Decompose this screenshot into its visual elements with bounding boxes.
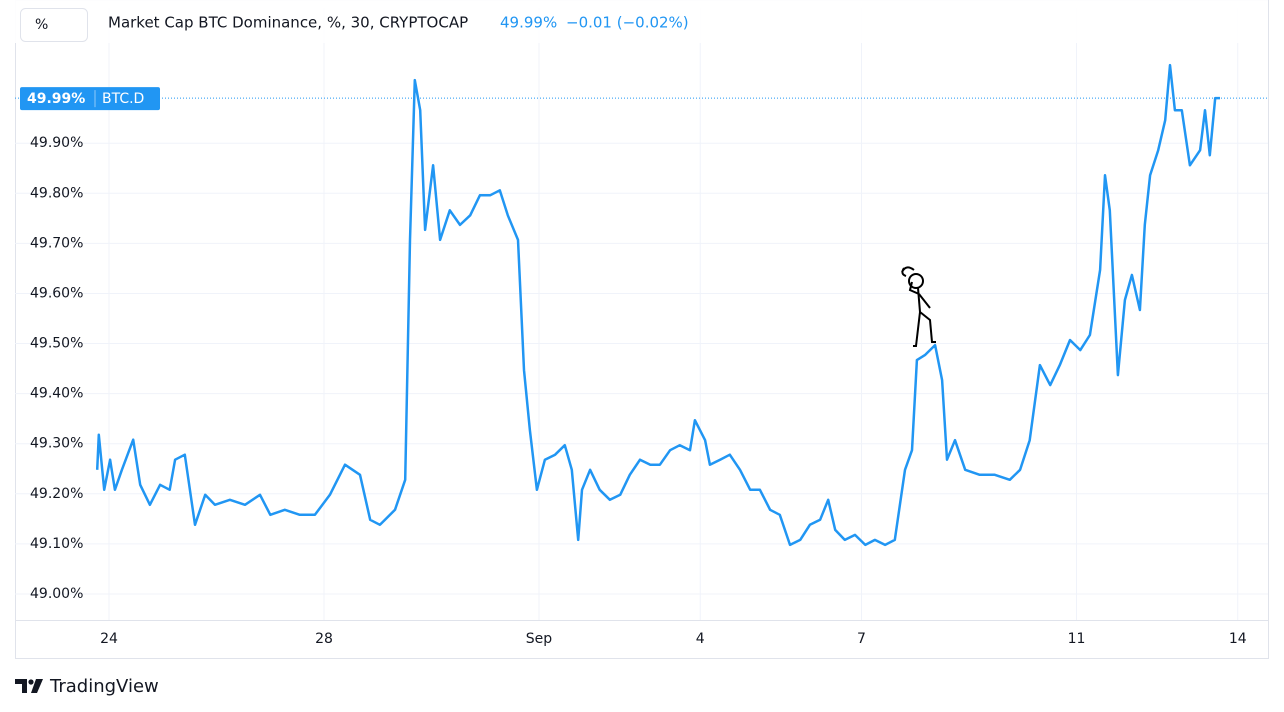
y-tick-label: 49.80% [30, 185, 83, 201]
y-tick-label: 49.70% [30, 235, 83, 251]
series-line [95, 63, 1220, 547]
x-tick-label: 4 [696, 631, 705, 647]
x-tick-label: Sep [526, 631, 553, 647]
x-tick-label: 28 [315, 631, 333, 647]
y-tick-label: 49.30% [30, 436, 83, 452]
logo-part [28, 679, 34, 685]
brand-name: TradingView [49, 676, 159, 697]
unit-button[interactable] [20, 8, 88, 42]
price-tag-symbol: BTC.D [102, 91, 144, 107]
y-tick-label: 49.10% [30, 536, 83, 552]
figure-arms [908, 281, 931, 309]
brand-logo [15, 679, 43, 693]
header-change: −0.01 (−0.02%) [566, 14, 689, 32]
y-tick-label: 49.00% [30, 586, 83, 602]
logo-part [31, 679, 43, 693]
logo-part [15, 679, 27, 693]
figure-body [917, 287, 921, 313]
figure-hair [901, 266, 915, 277]
y-tick-label: 49.40% [30, 386, 83, 402]
y-tick-label: 49.90% [30, 135, 83, 151]
y-tick-label: 49.50% [30, 336, 83, 352]
x-tick-label: 24 [100, 631, 118, 647]
header-bg [0, 0, 1268, 43]
x-tick-label: 14 [1229, 631, 1247, 647]
price-tag [20, 87, 160, 111]
figure-head [908, 273, 924, 289]
chart-title: Market Cap BTC Dominance, %, 30, CRYPTOC… [108, 14, 468, 32]
plot [15, 63, 1268, 547]
x-tick-label: 11 [1068, 631, 1086, 647]
unit-button-label[interactable]: % [35, 17, 48, 33]
y-tick-label: 49.20% [30, 486, 83, 502]
price-tag-label: 49.99% [27, 91, 85, 107]
header-value: 49.99% [500, 14, 557, 32]
stick-figure [901, 266, 936, 347]
x-tick-label: 7 [857, 631, 866, 647]
y-tick-label: 49.60% [30, 285, 83, 301]
overlay: 49.00% 49.10% 49.20% 49.30% 49.40% 49.50% 49.6… [20, 87, 1247, 647]
chart-frame [15, 0, 1269, 659]
figure-legs [913, 311, 936, 347]
